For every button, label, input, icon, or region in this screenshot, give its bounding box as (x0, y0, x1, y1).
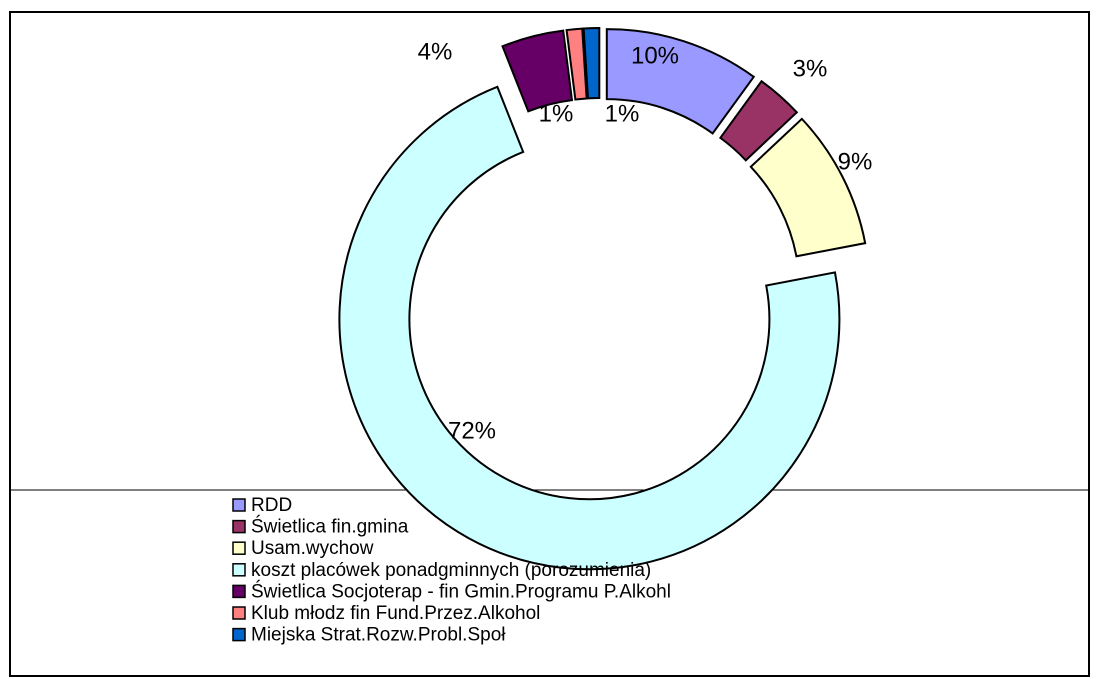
legend-label: Miejska Strat.Rozw.Probl.Społ (251, 625, 506, 646)
legend-label: Klub młodz fin Fund.Przez.Alkohol (251, 603, 540, 624)
legend-label: RDD (251, 495, 292, 516)
data-label: 72% (448, 417, 496, 444)
donut-segment (718, 79, 799, 162)
legend-swatch (232, 627, 246, 642)
legend-swatch (232, 541, 246, 555)
donut-segment (565, 27, 588, 101)
data-label: 3% (793, 55, 828, 82)
data-label: 4% (418, 38, 453, 65)
legend-label: Świetlica fin.gmina (251, 516, 409, 538)
donut-segment (605, 28, 756, 135)
legend-swatch (232, 519, 246, 534)
legend-swatch (232, 584, 246, 599)
donut-segment (582, 27, 601, 100)
donut-segment (338, 85, 841, 571)
legend-label: Usam.wychow (251, 538, 374, 559)
data-label: 9% (838, 148, 873, 175)
legend-swatch (232, 563, 246, 577)
data-label: 10% (631, 42, 679, 69)
legend-label: koszt placówek ponadgminnych (porozumien… (251, 560, 651, 581)
data-label: 1% (539, 100, 574, 127)
donut-segment (501, 29, 574, 113)
legend-swatch (232, 606, 246, 620)
donut-segment (749, 117, 867, 258)
legend-swatch (232, 498, 246, 512)
legend-label: Świetlica Socjoterap - fin Gmin.Programu… (251, 580, 671, 602)
data-label: 1% (605, 100, 640, 127)
